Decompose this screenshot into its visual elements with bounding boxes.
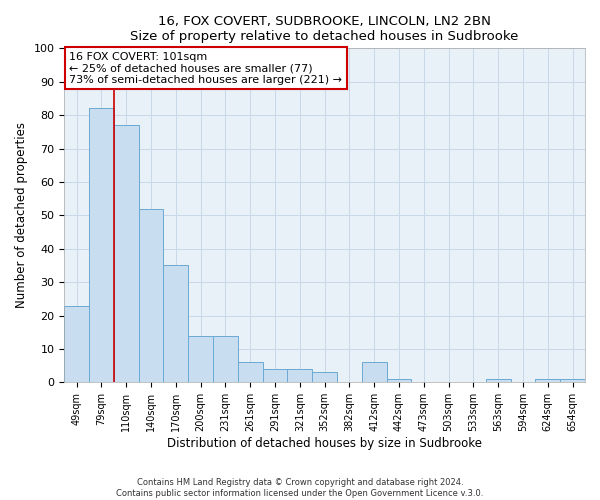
Bar (163, 266, 188, 382)
Bar (362, 362, 386, 382)
Text: Contains HM Land Registry data © Crown copyright and database right 2024.
Contai: Contains HM Land Registry data © Crown c… (116, 478, 484, 498)
Bar (139, 208, 163, 382)
Bar (263, 369, 287, 382)
Text: 16 FOX COVERT: 101sqm
← 25% of detached houses are smaller (77)
73% of semi-deta: 16 FOX COVERT: 101sqm ← 25% of detached … (70, 52, 343, 85)
Bar (114, 125, 139, 382)
Bar (386, 379, 412, 382)
Title: 16, FOX COVERT, SUDBROOKE, LINCOLN, LN2 2BN
Size of property relative to detache: 16, FOX COVERT, SUDBROOKE, LINCOLN, LN2 … (130, 15, 519, 43)
Bar (287, 369, 312, 382)
Bar (64, 306, 89, 382)
Bar (560, 379, 585, 382)
X-axis label: Distribution of detached houses by size in Sudbrooke: Distribution of detached houses by size … (167, 437, 482, 450)
Bar (535, 379, 560, 382)
Bar (312, 372, 337, 382)
Bar (188, 336, 213, 382)
Bar (89, 108, 114, 382)
Bar (486, 379, 511, 382)
Bar (238, 362, 263, 382)
Y-axis label: Number of detached properties: Number of detached properties (15, 122, 28, 308)
Bar (213, 336, 238, 382)
